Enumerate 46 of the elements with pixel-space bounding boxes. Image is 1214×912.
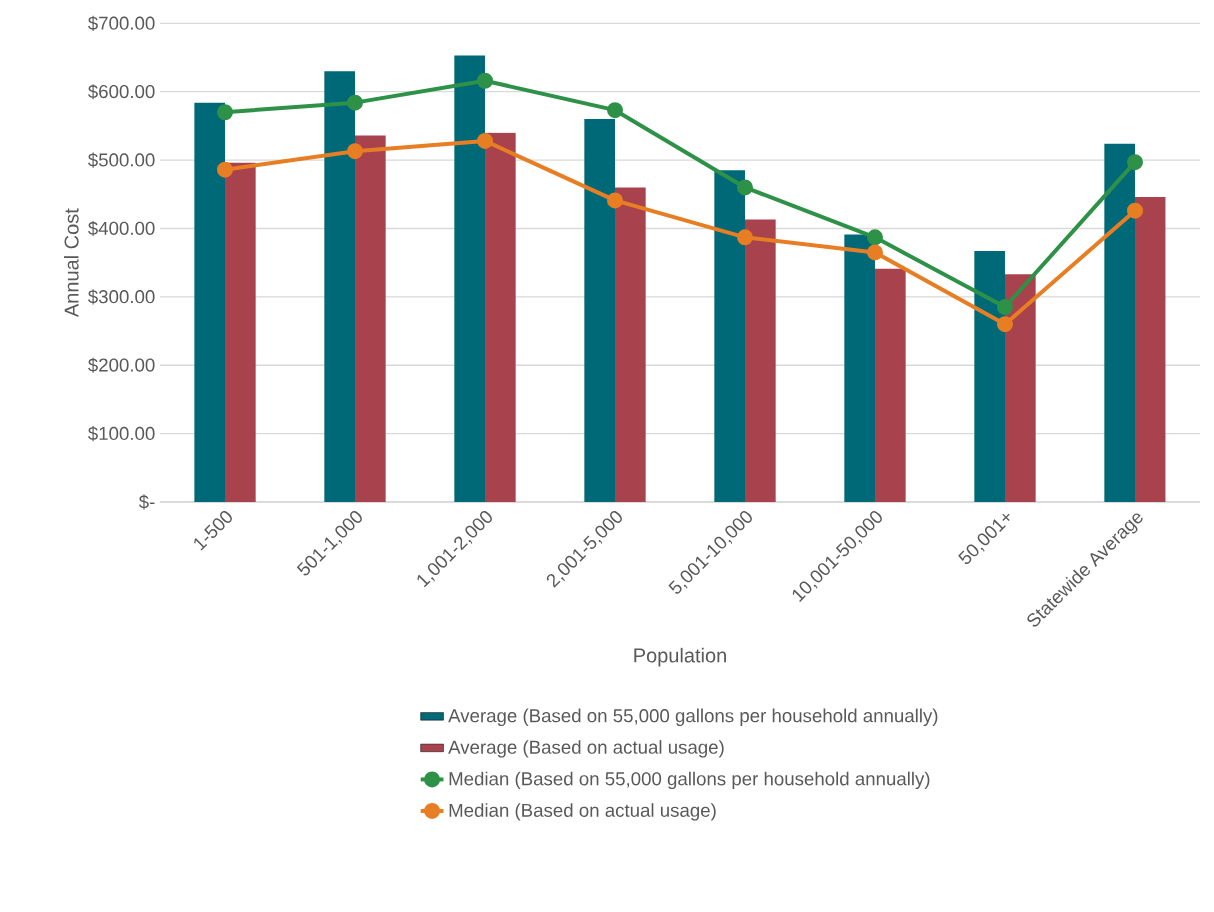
y-tick-label: $500.00 <box>88 152 155 168</box>
point <box>607 102 623 119</box>
y-tick-label: $700.00 <box>88 15 155 31</box>
legend-label: Average (Based on 55,000 gallons per household annually) <box>448 708 938 727</box>
x-axis-title: Population <box>634 647 726 667</box>
y-tick-label: $- <box>138 494 155 510</box>
y-axis-title: Annual Cost <box>63 208 79 318</box>
bar <box>844 234 875 502</box>
point <box>737 229 753 246</box>
bar <box>324 71 355 502</box>
point <box>477 72 493 89</box>
point <box>347 94 363 111</box>
bar <box>745 219 776 502</box>
point <box>737 179 753 196</box>
point <box>867 229 883 246</box>
bar <box>485 132 516 502</box>
point <box>997 299 1013 316</box>
legend-label: Median (Based on actual usage) <box>449 803 716 821</box>
y-tick-label: $300.00 <box>88 289 155 305</box>
bar <box>454 55 485 502</box>
y-tick-label: $600.00 <box>88 84 155 100</box>
bar <box>714 170 745 502</box>
point <box>477 132 493 149</box>
point <box>997 316 1013 333</box>
bar <box>974 251 1005 502</box>
bar <box>194 102 225 502</box>
point <box>217 104 233 121</box>
point <box>217 161 233 178</box>
y-tick-label: $200.00 <box>88 357 155 373</box>
bar <box>355 135 386 502</box>
bar <box>1135 197 1166 502</box>
point <box>607 192 623 209</box>
bar <box>1005 274 1036 502</box>
legend-label: Median (Based on 55,000 gallons per household annually) <box>449 771 930 790</box>
point <box>1127 202 1143 219</box>
point <box>867 244 883 261</box>
bar <box>875 268 906 502</box>
y-tick-label: $400.00 <box>88 220 155 237</box>
legend-label: Average (Based on actual usage) <box>448 740 724 758</box>
bar <box>1104 143 1135 502</box>
bar <box>225 162 256 502</box>
point <box>347 143 363 160</box>
point <box>1127 154 1143 171</box>
bar <box>584 119 615 502</box>
bar <box>615 187 646 502</box>
y-tick-label: $100.00 <box>88 426 155 442</box>
